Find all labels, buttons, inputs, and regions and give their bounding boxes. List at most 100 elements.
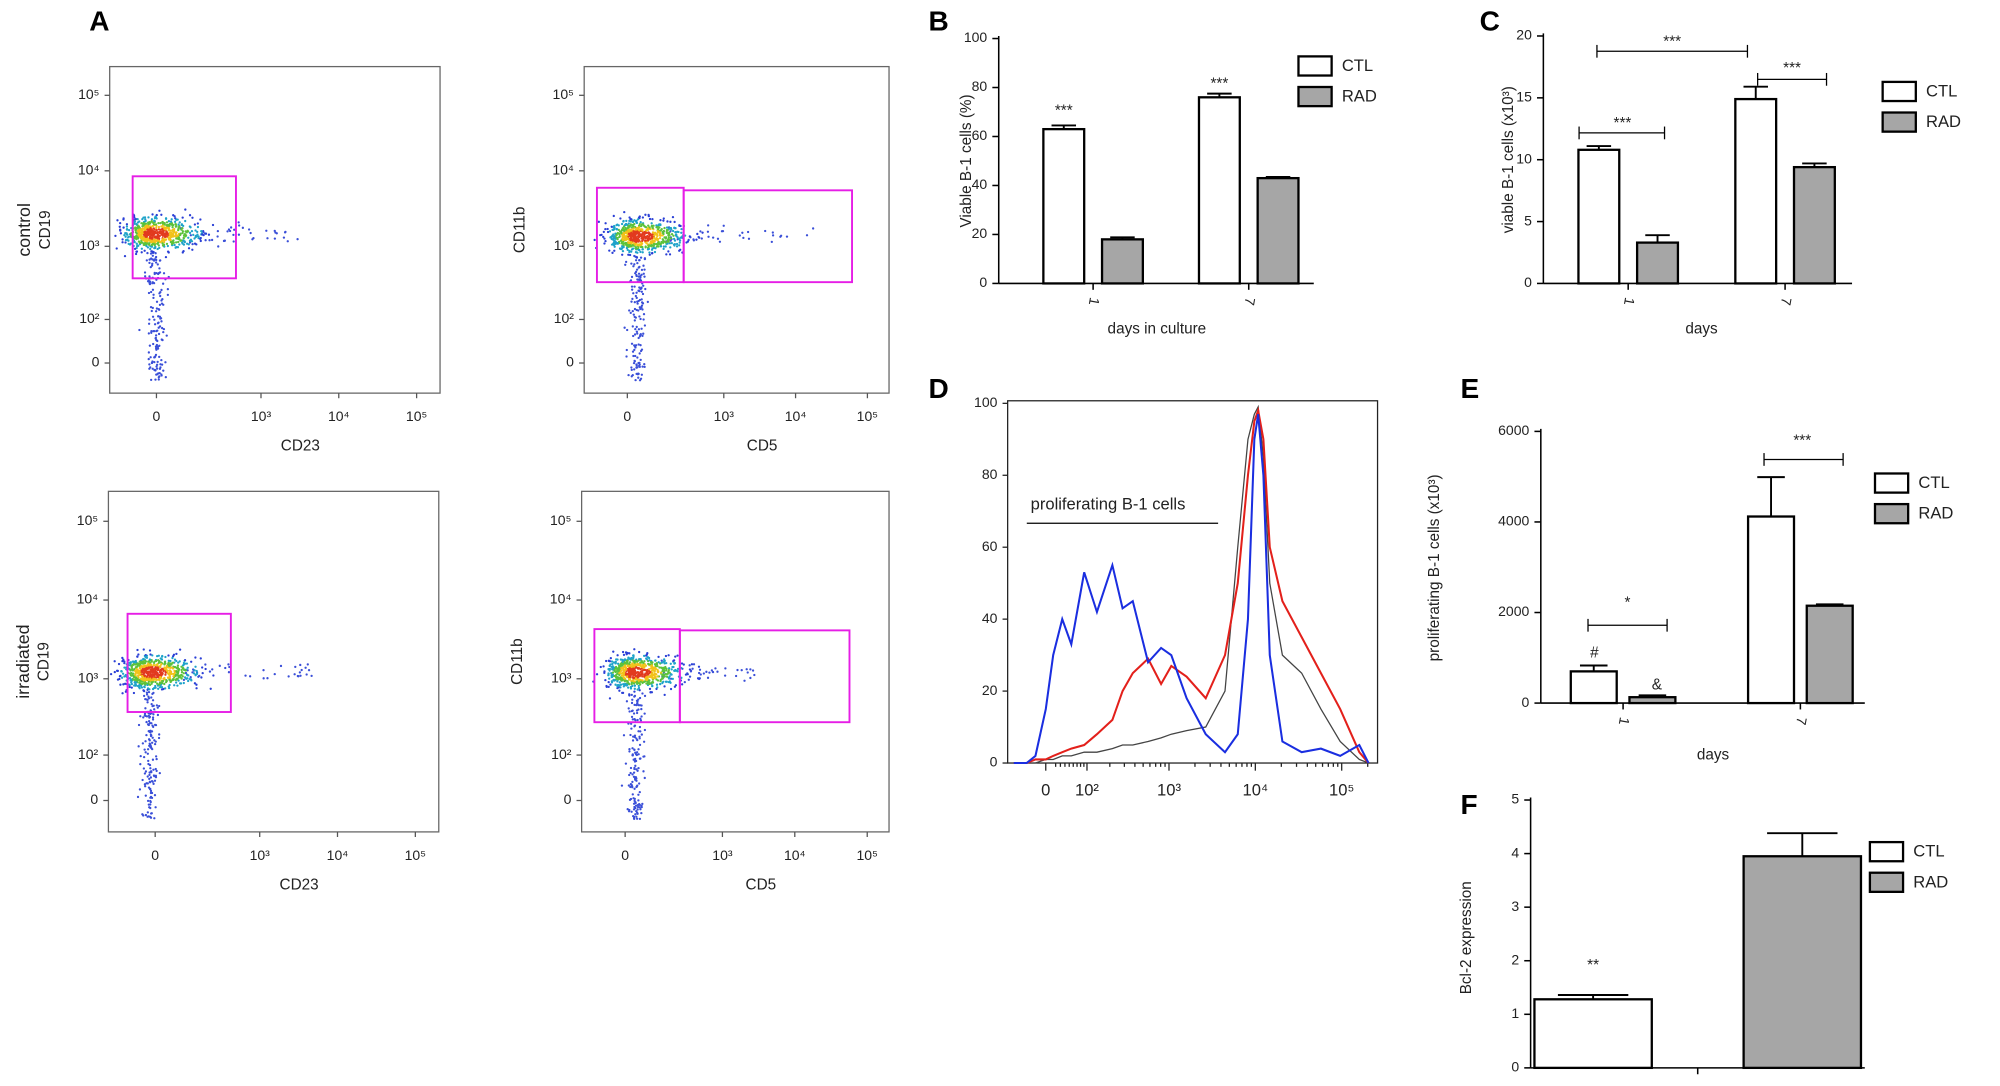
x-tick-label: 10⁴ [784,847,806,863]
event-dot [607,659,611,662]
event-dot [633,368,636,371]
event-dot [625,653,628,656]
event-dot [155,300,159,303]
event-dot [177,679,180,682]
event-dot [149,673,153,676]
event-dot [168,669,172,672]
event-dot [638,725,642,729]
legend-swatch [1873,472,1910,494]
x-axis-label: CD5 [747,438,778,455]
y-tick-label: 40 [972,176,988,192]
event-dot [631,793,634,796]
event-dot [119,683,122,686]
event-dot [154,231,157,234]
event-dot [651,226,654,230]
event-dot [189,678,193,681]
event-dot [637,686,641,690]
event-dot [747,237,751,240]
event-dot [160,685,164,689]
event-dot [618,247,622,250]
event-dot [620,231,623,235]
event-dot [616,238,619,241]
event-dot [647,663,651,666]
event-dot [136,669,139,672]
panel-letter: D [929,373,949,404]
event-dot [639,658,642,661]
event-dot [156,373,159,376]
event-dot [118,677,121,681]
event-dot [680,683,684,686]
event-dot [629,766,633,770]
event-dot [617,664,621,667]
event-dot [184,669,187,672]
event-dot [120,676,124,679]
event-dot [141,674,144,678]
event-dot [148,318,151,321]
event-dot [162,331,165,334]
event-dot [130,678,133,681]
event-dot [611,671,615,674]
event-dot [616,668,619,671]
event-dot [143,216,147,219]
annotation: & [1652,676,1662,693]
event-dot [685,241,688,244]
legend-label: CTL [1918,473,1949,492]
event-dot [149,265,152,269]
event-dot [631,718,634,721]
event-dot [640,707,643,711]
event-dot [657,240,660,244]
event-dot [634,316,637,319]
x-axis-label: CD23 [280,877,319,894]
event-dot [628,219,631,223]
event-dot [639,317,642,321]
gate [678,629,851,724]
event-dot [139,715,142,718]
event-dot [148,771,151,774]
event-dot [211,668,214,671]
event-dot [167,223,170,227]
event-dot [187,247,191,250]
event-dot [223,239,227,242]
event-dot [635,256,639,259]
event-dot [650,236,654,239]
event-dot [682,663,685,666]
event-dot [140,241,143,244]
event-dot [160,239,164,242]
event-dot [606,227,609,231]
y-tick-label: 15 [1516,89,1532,105]
event-dot [138,666,142,669]
event-dot [143,231,146,234]
event-dot [146,782,149,785]
event-dot [175,670,178,673]
event-dot [691,667,694,670]
event-dot [634,378,637,382]
event-dot [658,243,662,246]
event-dot [643,668,646,672]
event-dot [618,671,621,675]
event-dot [169,233,172,237]
event-dot [618,232,621,236]
event-dot [153,723,157,727]
bar [1577,148,1621,285]
y-tick-label: 6000 [1498,422,1529,438]
event-dot [656,679,660,682]
event-dot [663,667,666,670]
event-dot [650,666,654,670]
event-dot [176,234,180,237]
event-dot [187,236,190,239]
event-dot [151,367,154,370]
event-dot [136,795,140,799]
event-dot [659,223,662,226]
event-dot [625,700,629,703]
event-dot [646,656,649,659]
event-dot [131,669,135,672]
event-dot [164,673,167,676]
event-dot [633,787,636,790]
event-dot [167,666,170,669]
event-dot [641,802,644,805]
event-dot [669,677,673,680]
event-dot [635,325,638,329]
event-dot [636,356,639,359]
event-dot [143,714,146,717]
event-dot [646,300,649,304]
